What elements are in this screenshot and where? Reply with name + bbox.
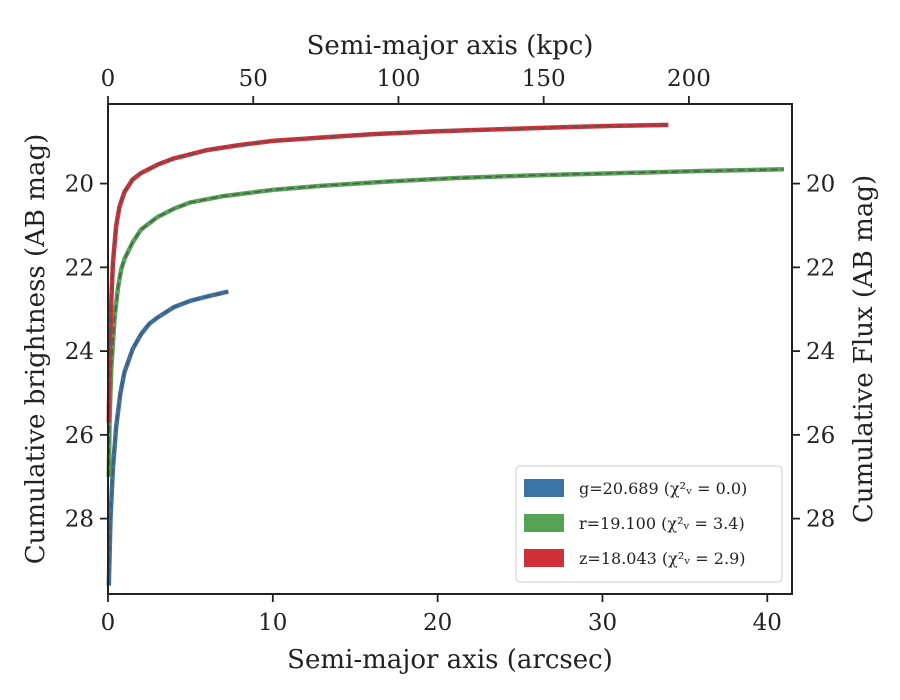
legend-label-0: g=20.689 (χ²ᵥ = 0.0) bbox=[579, 479, 747, 498]
legend-swatch-0 bbox=[524, 479, 564, 497]
legend-swatch-1 bbox=[524, 514, 564, 532]
right-y-tick-label-4: 28 bbox=[806, 507, 835, 533]
series-model-line-0 bbox=[108, 290, 229, 586]
top-x-tick-label-0: 0 bbox=[101, 66, 116, 92]
series-model-line-2 bbox=[108, 124, 669, 423]
y-tick-label-0: 20 bbox=[65, 172, 94, 198]
series-layer bbox=[106, 122, 784, 586]
plot-frame bbox=[107, 103, 793, 595]
y-axis-title: Cumulative brightness (AB mag) bbox=[21, 134, 51, 565]
right-y-tick-label-1: 22 bbox=[806, 255, 835, 281]
legend-box bbox=[515, 465, 783, 583]
x-axis-title: Semi-major axis (arcsec) bbox=[287, 645, 613, 675]
x-tick-label-4: 40 bbox=[753, 610, 782, 636]
legend-label-1: r=19.100 (χ²ᵥ = 3.4) bbox=[579, 514, 745, 533]
x-tick-label-1: 10 bbox=[258, 610, 287, 636]
top-x-tick-label-2: 100 bbox=[376, 66, 420, 92]
top-x-tick-label-3: 150 bbox=[522, 66, 566, 92]
y-tick-label-2: 24 bbox=[65, 339, 94, 365]
series-model-line-1 bbox=[108, 168, 784, 477]
y-tick-label-1: 22 bbox=[65, 255, 94, 281]
top-x-axis-title: Semi-major axis (kpc) bbox=[307, 31, 594, 61]
top-x-tick-label-1: 50 bbox=[239, 66, 268, 92]
right-y-tick-label-2: 24 bbox=[806, 339, 835, 365]
top-x-tick-label-4: 200 bbox=[667, 66, 711, 92]
legend-label-2: z=18.043 (χ²ᵥ = 2.9) bbox=[579, 549, 745, 568]
legend: g=20.689 (χ²ᵥ = 0.0) r=19.100 (χ²ᵥ = 3.4)… bbox=[515, 465, 783, 583]
right-y-tick-label-0: 20 bbox=[806, 172, 835, 198]
right-y-axis-title: Cumulative Flux (AB mag) bbox=[849, 175, 879, 523]
y-tick-label-3: 26 bbox=[65, 423, 94, 449]
x-tick-label-0: 0 bbox=[101, 610, 116, 636]
y-tick-label-4: 28 bbox=[65, 507, 94, 533]
axes-layer: 0 10 20 30 40 0 50 100 150 200 20 22 24 26 28 20 22 24 26 2… bbox=[65, 66, 836, 636]
x-tick-label-2: 20 bbox=[423, 610, 452, 636]
legend-swatch-2 bbox=[524, 549, 564, 567]
x-tick-label-3: 30 bbox=[588, 610, 617, 636]
right-y-tick-label-3: 26 bbox=[806, 423, 835, 449]
